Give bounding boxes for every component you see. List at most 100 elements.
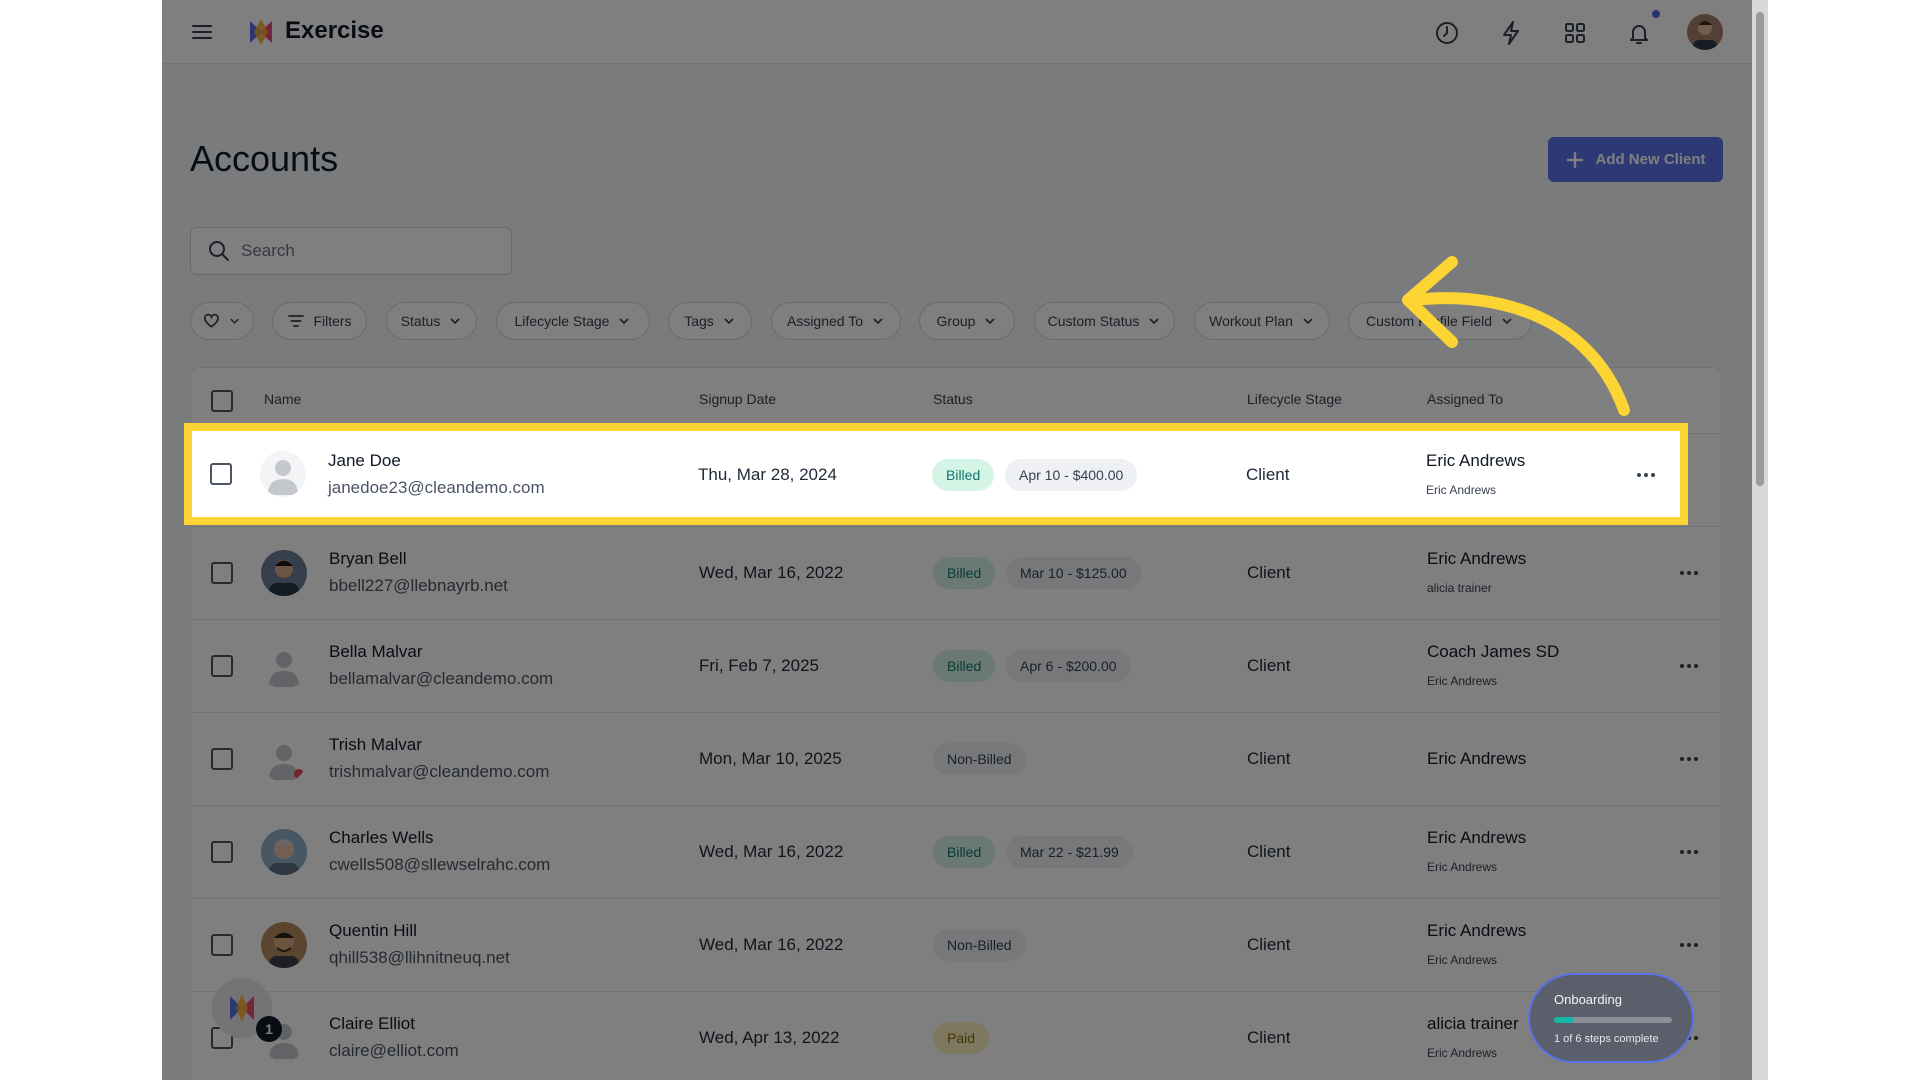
row-checkbox[interactable] xyxy=(211,841,233,863)
more-icon[interactable] xyxy=(1632,465,1660,485)
table-row[interactable]: Charles Wells cwells508@sllewselrahc.com… xyxy=(191,806,1721,899)
client-name[interactable]: Quentin Hill xyxy=(329,921,417,940)
onboarding-title: Onboarding xyxy=(1554,992,1622,1007)
group-filter[interactable]: Group xyxy=(919,302,1015,340)
page-title: Accounts xyxy=(190,138,339,179)
search-icon xyxy=(209,241,229,261)
lifecycle-stage: Client xyxy=(1247,563,1291,582)
more-icon[interactable] xyxy=(1675,563,1703,583)
client-name[interactable]: Bryan Bell xyxy=(329,549,407,568)
assigned-to-secondary: Eric Andrews xyxy=(1427,1046,1498,1060)
status-badge: Billed xyxy=(933,650,996,682)
notification-dot xyxy=(1652,10,1660,18)
app-window: Exercise Accounts Add New Client Filters… xyxy=(162,0,1768,1080)
client-name[interactable]: Trish Malvar xyxy=(329,735,422,754)
assigned-to-filter[interactable]: Assigned To xyxy=(771,302,901,340)
lifecycle-stage: Client xyxy=(1247,656,1291,675)
search-input[interactable] xyxy=(241,241,501,261)
assigned-to: alicia trainer xyxy=(1427,1014,1519,1033)
client-name[interactable]: Jane Doe xyxy=(328,451,401,470)
lifecycle-stage: Client xyxy=(1247,749,1291,768)
select-all-checkbox[interactable] xyxy=(211,390,233,412)
table-row[interactable]: Claire Elliot claire@elliot.com Wed, Apr… xyxy=(191,992,1721,1080)
filters-label: Filters xyxy=(313,313,352,329)
signup-date: Mon, Mar 10, 2025 xyxy=(699,749,842,768)
signup-date: Wed, Mar 16, 2022 xyxy=(699,842,844,861)
client-avatar xyxy=(261,829,307,875)
default-avatar-icon xyxy=(261,736,307,782)
heart-icon xyxy=(204,313,219,328)
row-checkbox[interactable] xyxy=(211,562,233,584)
assigned-to: Eric Andrews xyxy=(1427,921,1527,940)
client-name[interactable]: Claire Elliot xyxy=(329,1014,415,1033)
table-row[interactable]: Trish Malvar trishmalvar@cleandemo.com M… xyxy=(191,713,1721,806)
more-icon[interactable] xyxy=(1675,935,1703,955)
scrollbar-thumb[interactable] xyxy=(1756,12,1764,486)
default-avatar-icon xyxy=(260,451,306,497)
status-badge: Non-Billed xyxy=(933,929,1026,961)
filters-button[interactable]: Filters xyxy=(272,302,367,340)
assigned-to-secondary: alicia trainer xyxy=(1427,581,1492,595)
chevron-down-icon xyxy=(619,318,630,325)
tags-filter-label: Tags xyxy=(684,313,714,329)
assigned-to: Eric Andrews xyxy=(1426,451,1526,470)
row-checkbox[interactable] xyxy=(211,748,233,770)
status-badge: Billed xyxy=(933,557,996,589)
more-icon[interactable] xyxy=(1675,842,1703,862)
chevron-down-icon xyxy=(1303,318,1313,325)
user-avatar[interactable] xyxy=(1687,14,1723,50)
signup-date: Wed, Mar 16, 2022 xyxy=(699,935,844,954)
row-checkbox[interactable] xyxy=(210,463,232,485)
logo-icon xyxy=(250,19,272,45)
bell-icon[interactable] xyxy=(1625,19,1653,47)
help-count-badge: 1 xyxy=(256,1016,282,1042)
highlighted-table-row[interactable]: Jane Doe janedoe23@cleandemo.com Thu, Ma… xyxy=(184,423,1688,525)
client-avatar xyxy=(261,922,307,968)
plus-icon xyxy=(1567,151,1584,168)
lifecycle-stage-filter-label: Lifecycle Stage xyxy=(514,313,610,329)
assigned-to-secondary: Eric Andrews xyxy=(1427,953,1498,967)
status-filter-label: Status xyxy=(400,313,441,329)
row-checkbox[interactable] xyxy=(211,655,233,677)
column-header-assigned-to[interactable]: Assigned To xyxy=(1427,391,1504,407)
custom-status-filter-label: Custom Status xyxy=(1047,313,1140,329)
tags-filter[interactable]: Tags xyxy=(668,302,752,340)
chevron-down-icon xyxy=(450,318,460,325)
plan-badge: Apr 10 - $400.00 xyxy=(1005,459,1138,491)
menu-icon[interactable] xyxy=(190,20,214,44)
lifecycle-stage-filter[interactable]: Lifecycle Stage xyxy=(496,302,650,340)
add-new-client-button[interactable]: Add New Client xyxy=(1548,137,1723,182)
more-icon[interactable] xyxy=(1675,749,1703,769)
default-avatar-icon xyxy=(261,643,307,689)
table-row[interactable]: Bryan Bell bbell227@llebnayrb.net Wed, M… xyxy=(191,527,1721,620)
custom-profile-field-filter[interactable]: Custom Profile Field xyxy=(1348,302,1532,340)
clock-icon[interactable] xyxy=(1433,19,1461,47)
column-header-signup-date[interactable]: Signup Date xyxy=(699,391,777,407)
client-name[interactable]: Charles Wells xyxy=(329,828,434,847)
client-email: claire@elliot.com xyxy=(329,1041,459,1060)
custom-status-filter[interactable]: Custom Status xyxy=(1034,302,1175,340)
row-checkbox[interactable] xyxy=(211,934,233,956)
table-row[interactable]: Quentin Hill qhill538@llihnitneuq.net We… xyxy=(191,899,1721,992)
chevron-down-icon xyxy=(985,318,996,325)
grid-icon[interactable] xyxy=(1561,19,1589,47)
column-header-lifecycle-stage[interactable]: Lifecycle Stage xyxy=(1247,391,1342,407)
lightning-icon[interactable] xyxy=(1497,19,1525,47)
more-icon[interactable] xyxy=(1675,656,1703,676)
status-filter[interactable]: Status xyxy=(386,302,477,340)
favorites-filter[interactable] xyxy=(190,302,254,340)
workout-plan-filter[interactable]: Workout Plan xyxy=(1194,302,1330,340)
status-badge: Paid xyxy=(933,1022,990,1054)
signup-date: Wed, Apr 13, 2022 xyxy=(699,1028,840,1047)
signup-date: Thu, Mar 28, 2024 xyxy=(698,465,837,484)
workout-plan-filter-label: Workout Plan xyxy=(1209,313,1293,329)
onboarding-widget[interactable]: Onboarding 1 of 6 steps complete xyxy=(1528,973,1694,1063)
app-title: Exercise xyxy=(285,17,384,44)
assigned-to: Eric Andrews xyxy=(1427,549,1527,568)
client-name[interactable]: Bella Malvar xyxy=(329,642,423,661)
table-row[interactable]: Bella Malvar bellamalvar@cleandemo.com F… xyxy=(191,620,1721,713)
plan-badge: Mar 10 - $125.00 xyxy=(1006,557,1141,589)
column-header-name[interactable]: Name xyxy=(264,391,302,407)
column-header-status[interactable]: Status xyxy=(933,391,973,407)
chevron-down-icon xyxy=(873,318,883,325)
